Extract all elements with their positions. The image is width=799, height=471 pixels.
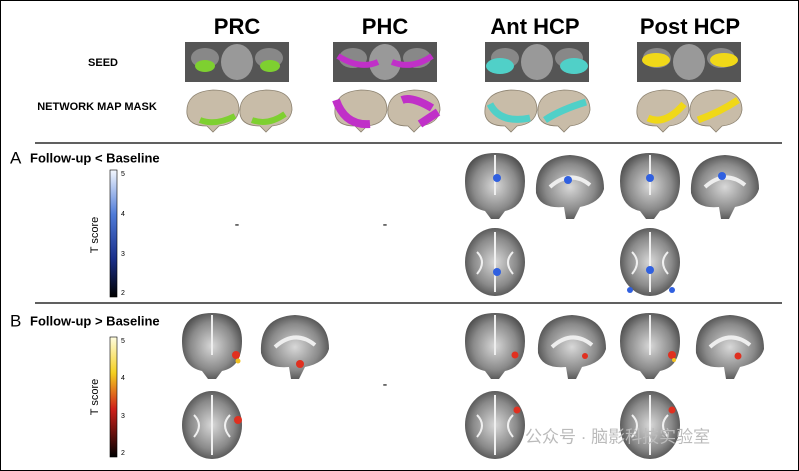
colorbar-title: T score [89, 379, 101, 415]
empty-mark: - [235, 216, 240, 232]
watermark: 公众号 · 脑影科技实验室 [525, 427, 710, 446]
column-header: PRC [214, 14, 261, 39]
row-label: SEED [88, 57, 118, 69]
colorbar-tick: 3 [121, 251, 125, 258]
column-header: PHC [362, 14, 409, 39]
colorbar-tick: 2 [121, 290, 125, 297]
colorbar-tick: 4 [121, 375, 125, 382]
panel-condition: Follow-up < Baseline [30, 150, 160, 165]
panel-condition: Follow-up > Baseline [30, 313, 160, 328]
brain-images-a [464, 152, 761, 297]
colorbar-tick: 3 [121, 413, 125, 420]
empty-mark: - [383, 216, 388, 232]
colorbar [109, 169, 118, 298]
empty-mark: - [383, 376, 388, 392]
colorbar-tick: 4 [121, 211, 125, 218]
brain-images-b [181, 312, 766, 460]
column-header: Ant HCP [490, 14, 579, 39]
colorbar-tick: 2 [121, 450, 125, 457]
seed-images [185, 42, 741, 82]
network-masks [186, 89, 743, 133]
panel-label: A [10, 148, 22, 167]
colorbar [109, 336, 118, 458]
row-label: NETWORK MAP MASK [37, 101, 157, 113]
colorbar-title: T score [89, 217, 101, 253]
colorbar-tick: 5 [121, 338, 125, 345]
panel-label: B [10, 311, 21, 330]
colorbar-tick: 5 [121, 171, 125, 178]
column-header: Post HCP [640, 14, 740, 39]
